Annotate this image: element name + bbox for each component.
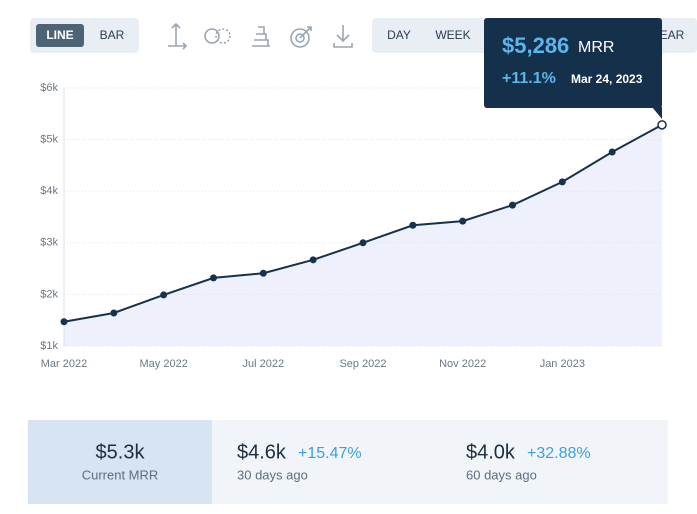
- tooltip-date: Mar 24, 2023: [571, 72, 643, 86]
- point: [210, 274, 217, 282]
- tooltip-change: +11.1%: [502, 70, 556, 87]
- x-tick-label: Jul 2022: [243, 358, 285, 370]
- stat-label: Current MRR: [82, 467, 159, 482]
- stat-value: $4.0k: [466, 441, 516, 463]
- point: [608, 148, 616, 156]
- area: [64, 124, 662, 346]
- y-tick-label: $5k: [40, 134, 58, 146]
- point: [110, 309, 118, 317]
- x-tick-label: Mar 2022: [41, 358, 87, 370]
- x-tick-label: Sep 2022: [339, 358, 386, 370]
- point: [309, 256, 317, 264]
- stat-value: $5.3k: [96, 441, 146, 463]
- y-tick-label: $6k: [40, 82, 58, 94]
- tooltip-unit: MRR: [578, 39, 614, 56]
- x-tick-label: May 2022: [140, 358, 188, 370]
- line-button[interactable]: [36, 24, 84, 47]
- axis-icon[interactable]: [168, 22, 188, 50]
- toolbar-icons[interactable]: [168, 22, 353, 50]
- point: [359, 239, 367, 247]
- plot: $1k $2k $3k $4k $5k $6k Mar 2022 May 2022 Jul 20…: [40, 82, 667, 370]
- y-tick-label: $4k: [40, 185, 58, 197]
- x-tick-label: Jan 2023: [540, 358, 585, 370]
- tooltip-pointer: [652, 107, 662, 119]
- download-icon[interactable]: [333, 25, 353, 48]
- tooltip-box: [484, 18, 662, 108]
- tooltip-value: $5,286: [502, 33, 569, 58]
- compare-icon-2[interactable]: [215, 28, 231, 44]
- point: [657, 120, 667, 130]
- stack-icon[interactable]: [252, 26, 270, 47]
- day-button[interactable]: DAY: [387, 28, 411, 42]
- stat-change: +32.88%: [527, 445, 591, 462]
- point: [409, 221, 417, 229]
- stat-value: $4.6k: [237, 441, 287, 463]
- tooltip: $5,286 MRR +11.1% Mar 24, 2023: [484, 18, 662, 119]
- goal-icon-inner[interactable]: [295, 33, 305, 43]
- bar-button-label[interactable]: BAR: [100, 28, 125, 42]
- point: [259, 269, 267, 277]
- y-tick-label: $3k: [40, 237, 58, 249]
- goal-arrow[interactable]: [299, 26, 312, 39]
- y-tick-label: $2k: [40, 288, 58, 300]
- point: [558, 178, 566, 186]
- point: [509, 201, 516, 209]
- line-button-label[interactable]: LINE: [46, 28, 73, 42]
- week-button[interactable]: WEEK: [435, 28, 470, 42]
- compare-icon[interactable]: [204, 28, 220, 44]
- x-tick-label: Nov 2022: [439, 358, 486, 370]
- stat-label: 60 days ago: [466, 467, 537, 482]
- stat-label: 30 days ago: [237, 467, 308, 482]
- point: [60, 318, 68, 326]
- point: [459, 217, 467, 225]
- goal-icon[interactable]: [290, 28, 310, 48]
- y-tick-label: $1k: [40, 340, 58, 352]
- stat-change: +15.47%: [298, 445, 362, 462]
- current-stat-box[interactable]: [28, 420, 212, 504]
- point: [160, 291, 168, 299]
